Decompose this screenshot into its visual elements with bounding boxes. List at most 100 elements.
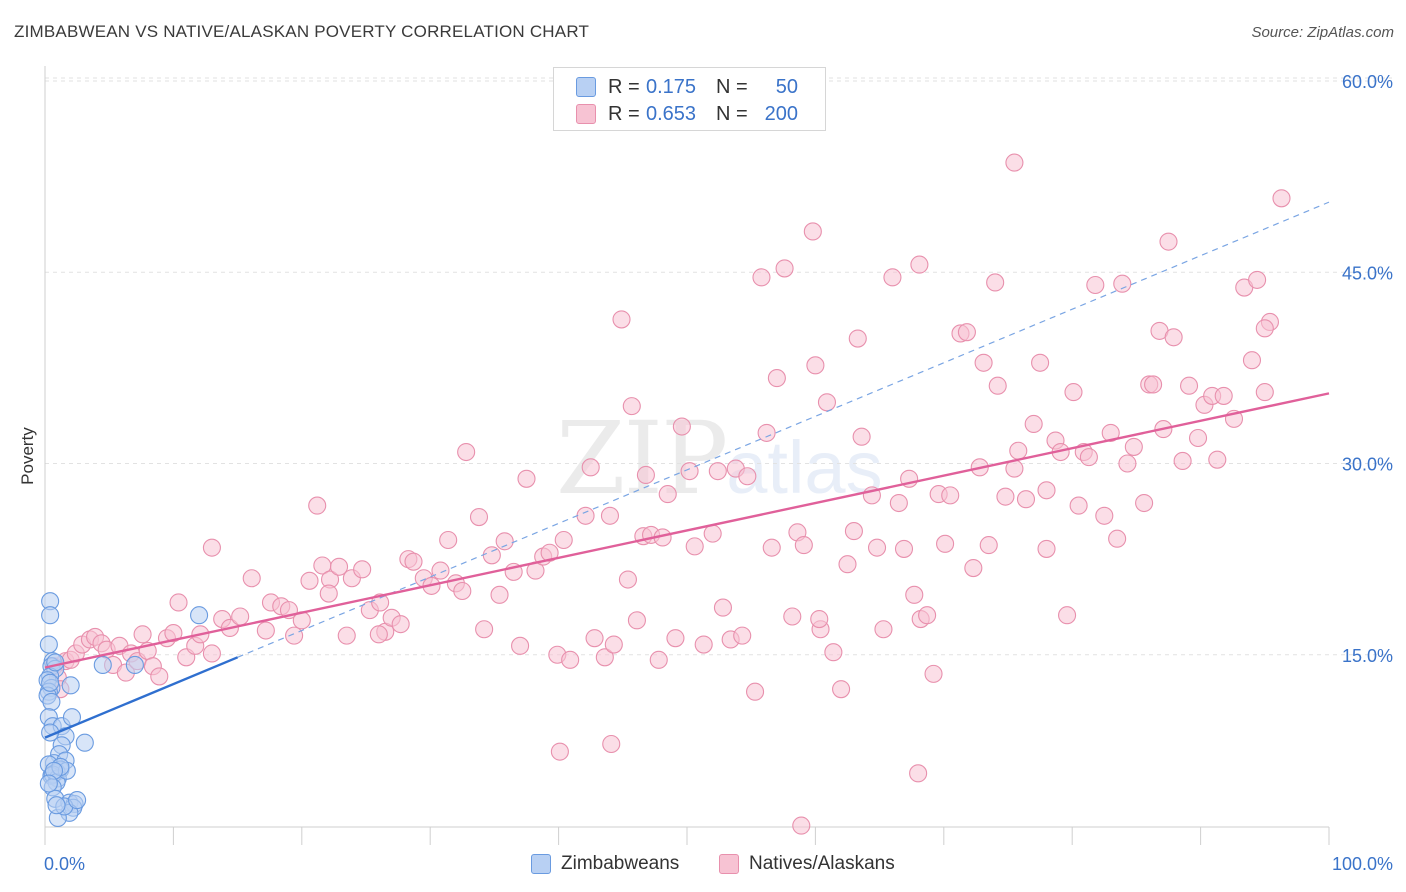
data-point	[285, 626, 304, 645]
data-point	[1037, 481, 1056, 500]
trend-lines	[44, 201, 1330, 739]
data-point	[1179, 376, 1199, 395]
data-point	[874, 620, 893, 639]
data-point	[924, 664, 943, 683]
data-point	[738, 467, 757, 486]
data-point	[783, 607, 802, 626]
data-point	[93, 655, 112, 675]
data-point	[1069, 496, 1088, 515]
data-point	[554, 530, 573, 550]
data-point	[1242, 351, 1262, 370]
data-point	[824, 643, 843, 662]
data-point	[337, 626, 356, 645]
data-point	[595, 648, 614, 667]
legend-n-label: N =	[716, 102, 748, 125]
data-point	[602, 734, 621, 754]
data-point	[431, 561, 450, 580]
data-point	[585, 629, 604, 648]
data-point	[1024, 414, 1043, 434]
x-tick-label: 100.0%	[1332, 854, 1393, 874]
data-point	[1031, 353, 1050, 372]
data-point	[39, 635, 58, 654]
data-point	[1009, 441, 1028, 460]
legend-n-value: 200	[764, 102, 798, 125]
data-point	[1173, 451, 1192, 471]
data-point	[1248, 270, 1267, 289]
data-point	[329, 557, 349, 576]
trend-line-natives	[44, 392, 1330, 669]
data-point	[75, 733, 94, 752]
data-point	[867, 538, 887, 557]
data-point	[190, 606, 209, 625]
data-point	[300, 571, 319, 590]
data-point	[439, 530, 458, 550]
data-point	[604, 635, 623, 654]
data-point	[42, 692, 61, 711]
legend-r-value: 0.175	[646, 75, 697, 98]
data-point	[1086, 275, 1105, 295]
data-point	[1214, 386, 1233, 405]
data-point	[47, 796, 66, 815]
data-point	[475, 620, 494, 639]
data-point	[762, 538, 781, 557]
bottom-legend-natives[interactable]: Natives/Alaskans	[719, 852, 895, 876]
data-point	[600, 506, 620, 525]
data-point	[369, 625, 388, 644]
data-point	[974, 353, 993, 372]
data-point	[848, 329, 867, 348]
data-point	[1144, 375, 1163, 394]
y-tick-label: 15.0%	[1342, 646, 1393, 666]
legend-n-label: N =	[716, 75, 748, 98]
data-point	[61, 676, 80, 695]
data-point	[256, 621, 275, 640]
data-point	[905, 585, 924, 604]
data-point	[517, 469, 536, 488]
legend-r-value: 0.653	[646, 102, 697, 125]
data-point	[964, 558, 983, 578]
data-point	[649, 650, 668, 669]
x-tick-label: 0.0%	[44, 854, 85, 874]
data-point	[1113, 274, 1132, 293]
data-point	[490, 585, 509, 604]
data-point	[164, 624, 183, 643]
data-point	[672, 417, 691, 436]
data-point	[844, 522, 863, 541]
data-point	[838, 555, 857, 574]
data-point	[733, 626, 752, 645]
data-point	[1058, 606, 1077, 625]
data-point	[658, 485, 677, 504]
trend-line-zimbabweans	[44, 656, 239, 739]
legend-r-label: R =	[608, 102, 640, 125]
bottom-legend-zimbabweans[interactable]: Zimbabweans	[531, 852, 679, 876]
data-point	[39, 774, 58, 793]
data-point	[581, 458, 600, 477]
legend-r-label: R =	[608, 75, 640, 98]
data-point	[612, 310, 631, 329]
data-point	[576, 506, 595, 525]
data-point	[41, 606, 60, 625]
data-point	[708, 462, 727, 481]
data-point	[133, 625, 152, 644]
data-point	[1255, 383, 1274, 402]
data-point	[46, 653, 65, 672]
data-point	[1164, 328, 1183, 347]
data-point	[792, 816, 811, 835]
data-point	[371, 593, 390, 612]
data-point	[68, 791, 87, 810]
bottom-legend-label: Zimbabweans	[561, 853, 680, 874]
data-point	[910, 255, 929, 274]
data-point	[810, 609, 829, 629]
data-point	[803, 222, 822, 241]
data-point	[1079, 448, 1098, 467]
data-point	[685, 537, 704, 556]
data-point	[767, 369, 786, 388]
data-point	[752, 268, 771, 287]
data-point	[1064, 383, 1083, 402]
data-point	[1016, 490, 1036, 509]
data-point	[1159, 232, 1178, 251]
y-tick-label: 30.0%	[1342, 455, 1393, 475]
axis-labels: 15.0% 30.0% 45.0% 60.0% 0.0% 100.0% Poverty	[18, 72, 1393, 874]
source-label: Source: ZipAtlas.com	[1251, 24, 1394, 41]
data-point	[453, 581, 472, 601]
data-point	[1095, 506, 1114, 525]
